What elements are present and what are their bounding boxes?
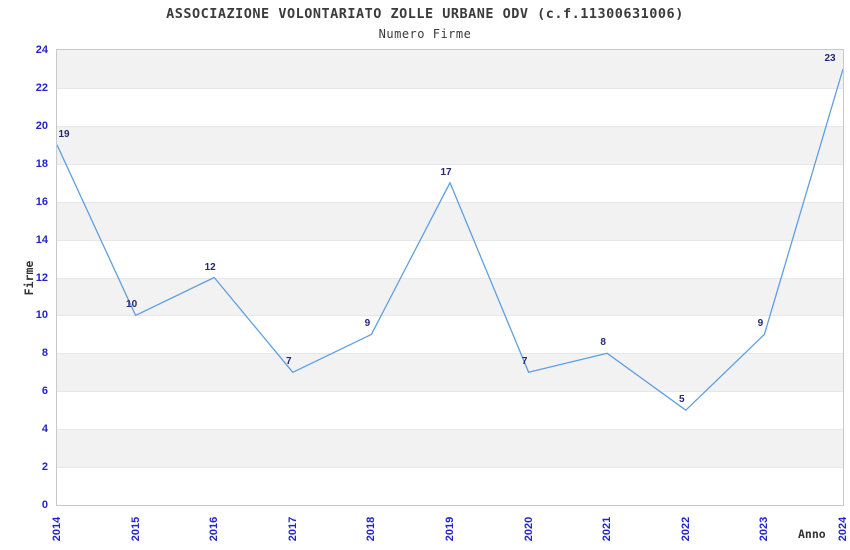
y-tick-label: 10 xyxy=(35,309,48,322)
data-point-label: 23 xyxy=(824,52,836,64)
y-tick-label: 16 xyxy=(35,195,48,208)
data-point-label: 9 xyxy=(364,318,371,330)
y-tick-label: 20 xyxy=(35,119,48,132)
y-tick-label: 14 xyxy=(35,233,48,246)
y-tick-label: 8 xyxy=(41,347,48,360)
data-point-label: 8 xyxy=(600,337,606,349)
x-tick-label: 2021 xyxy=(601,516,614,542)
plot-band xyxy=(57,315,843,354)
plot-band xyxy=(57,277,843,316)
plot-area: 19 10 12 7 9 17 7 8 5 9 23 xyxy=(57,50,843,505)
y-tick-label: 4 xyxy=(41,423,48,436)
x-axis-ticks: 2014 2015 2016 2017 2018 2019 2020 2021 2022 2023… xyxy=(51,505,849,550)
x-tick-label: 2017 xyxy=(286,516,299,542)
y-tick-label: 2 xyxy=(41,461,48,474)
x-tick-label: 2020 xyxy=(522,516,535,542)
x-tick-label: 2019 xyxy=(444,516,456,542)
x-tick-label: 2018 xyxy=(365,516,378,542)
x-axis-title: Anno xyxy=(798,527,826,541)
y-tick-label: 0 xyxy=(41,499,48,511)
data-point-label: 7 xyxy=(521,356,528,368)
y-axis-title: Firme xyxy=(22,260,36,296)
x-tick-label: 2024 xyxy=(837,516,849,542)
chart-title: ASSOCIAZIONE VOLONTARIATO ZOLLE URBANE O… xyxy=(166,6,684,22)
data-point-label: 5 xyxy=(679,394,685,406)
x-tick-label: 2016 xyxy=(208,516,221,542)
data-point-label: 10 xyxy=(126,299,138,311)
line-series xyxy=(57,68,843,411)
plot-band xyxy=(57,429,843,468)
data-point-label: 12 xyxy=(204,261,216,273)
plot-band xyxy=(57,50,843,88)
plot-band xyxy=(57,239,843,278)
y-tick-label: 24 xyxy=(35,44,48,56)
plot-band xyxy=(57,467,843,505)
x-tick-label: 2023 xyxy=(758,516,771,542)
data-point-label: 9 xyxy=(757,318,764,330)
plot-band xyxy=(57,391,843,430)
data-point-label: 7 xyxy=(286,356,292,368)
data-point-label: 17 xyxy=(440,166,452,178)
y-axis-ticks: 0 2 4 6 8 10 12 14 16 18 20 22 24 xyxy=(0,44,48,511)
plot-band xyxy=(57,125,843,164)
line-series-svg xyxy=(57,68,843,411)
y-tick-label: 12 xyxy=(35,271,48,284)
x-tick-label: 2015 xyxy=(129,516,142,542)
y-tick-label: 18 xyxy=(35,157,48,170)
x-tick-label: 2014 xyxy=(51,516,63,542)
data-point-label: 19 xyxy=(58,128,70,140)
y-tick-label: 6 xyxy=(41,385,48,398)
x-tick-label: 2022 xyxy=(679,516,692,542)
chart-subtitle: Numero Firme xyxy=(378,27,472,41)
y-tick-label: 22 xyxy=(35,81,48,94)
plot-band xyxy=(57,87,843,126)
plot-band xyxy=(57,201,843,240)
